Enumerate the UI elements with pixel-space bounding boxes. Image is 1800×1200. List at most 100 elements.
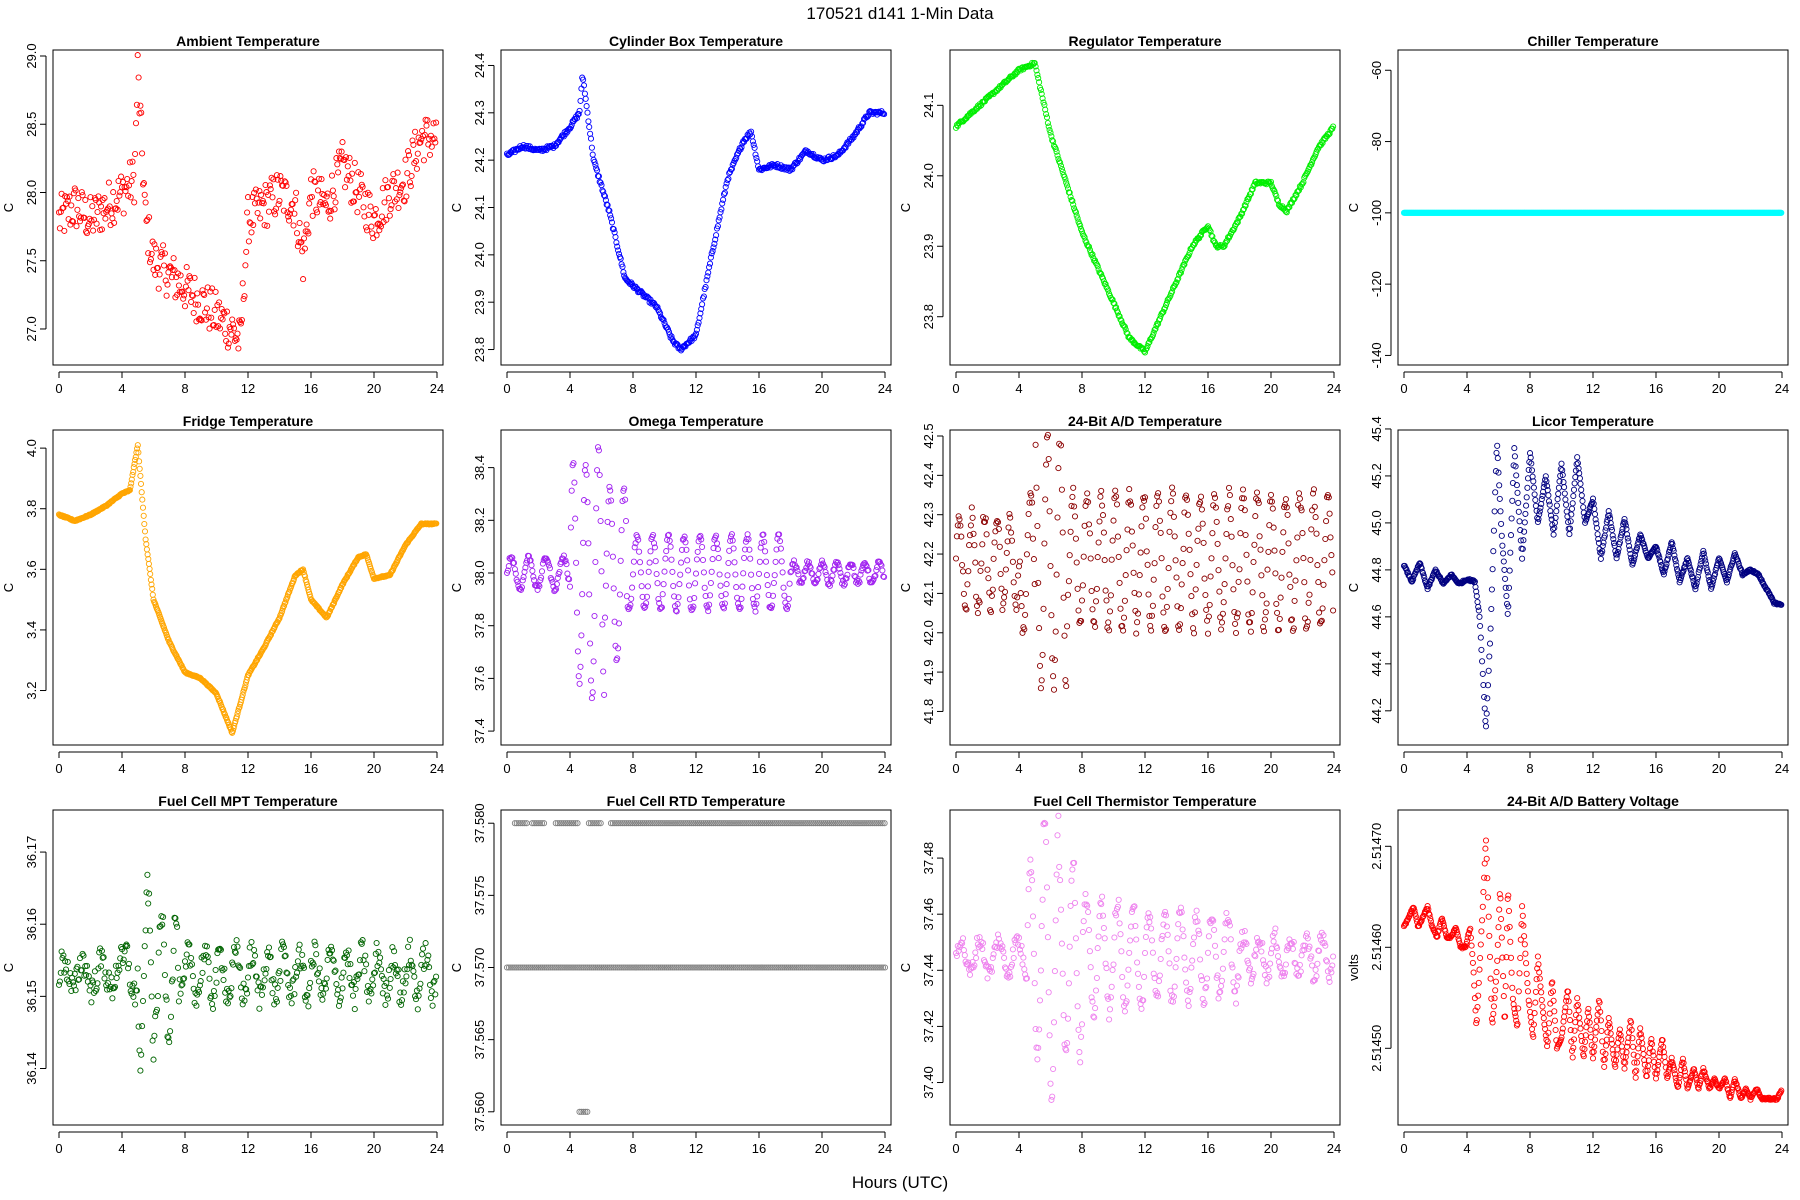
data-point <box>736 605 743 613</box>
data-point <box>128 480 135 487</box>
data-point <box>760 531 767 538</box>
data-point <box>869 820 876 827</box>
data-point <box>1589 499 1596 506</box>
data-point <box>552 587 559 594</box>
data-point <box>279 608 286 615</box>
x-tick-label: 0 <box>55 381 62 396</box>
data-point <box>1006 510 1013 518</box>
data-point <box>1496 495 1503 502</box>
data-point <box>300 235 308 242</box>
data-point <box>858 964 865 971</box>
data-point <box>620 269 627 276</box>
data-point <box>419 945 427 952</box>
data-point <box>1670 547 1677 554</box>
data-point <box>407 183 414 190</box>
data-point <box>850 964 857 971</box>
data-point <box>1174 603 1181 610</box>
data-point <box>504 567 511 574</box>
data-point <box>1568 511 1575 518</box>
data-point <box>1524 484 1531 491</box>
data-point <box>313 206 320 213</box>
x-tick-label: 0 <box>1400 761 1407 776</box>
data-point <box>587 677 595 684</box>
data-point <box>530 573 537 580</box>
data-point <box>331 206 338 213</box>
data-point <box>1542 473 1549 480</box>
data-point <box>1474 598 1481 606</box>
data-point <box>664 820 672 827</box>
data-point <box>1158 310 1165 317</box>
data-point <box>583 471 590 478</box>
data-point <box>325 208 332 215</box>
data-point <box>252 658 259 665</box>
data-point <box>1303 623 1310 630</box>
data-point <box>619 820 626 827</box>
data-point <box>1062 176 1069 183</box>
data-point <box>1144 342 1151 350</box>
data-point <box>1070 484 1077 491</box>
data-point <box>213 979 220 986</box>
data-point <box>418 136 425 143</box>
data-point <box>732 571 739 578</box>
data-point <box>1102 587 1109 594</box>
data-point <box>101 195 108 202</box>
data-point <box>859 820 867 827</box>
x-tick-label: 8 <box>181 761 188 776</box>
data-point <box>1141 494 1149 501</box>
data-point <box>188 298 195 305</box>
data-point <box>1481 705 1488 712</box>
data-point <box>575 673 582 680</box>
data-point <box>1664 555 1671 562</box>
data-point <box>431 135 438 142</box>
data-point <box>570 820 577 827</box>
data-point <box>786 580 793 587</box>
data-point <box>566 964 574 971</box>
data-point <box>667 964 674 971</box>
data-point <box>1087 555 1094 562</box>
data-point <box>876 964 883 971</box>
data-point <box>588 964 595 971</box>
data-point <box>1113 501 1121 508</box>
data-point <box>371 211 378 219</box>
data-point <box>142 199 149 206</box>
data-point <box>1235 215 1242 222</box>
data-point <box>612 964 619 971</box>
data-point <box>154 264 161 271</box>
data-point <box>718 206 725 213</box>
data-point <box>1064 591 1072 598</box>
data-point <box>707 254 714 261</box>
data-point <box>1085 498 1092 506</box>
data-point <box>1160 609 1167 616</box>
data-point <box>811 964 818 971</box>
data-point <box>1299 180 1306 187</box>
data-point <box>1637 532 1644 539</box>
data-point <box>368 569 376 576</box>
data-point <box>170 255 177 262</box>
data-point <box>607 487 614 494</box>
data-point <box>672 607 679 614</box>
data-point <box>1700 547 1707 554</box>
data-point <box>1481 693 1488 701</box>
data-point <box>712 964 719 971</box>
data-point <box>1494 442 1501 449</box>
data-point <box>137 480 145 487</box>
data-point <box>765 964 772 971</box>
data-point <box>848 964 855 971</box>
data-point <box>625 820 632 827</box>
data-point <box>1066 189 1073 196</box>
data-point <box>344 163 351 170</box>
data-point <box>1578 486 1585 493</box>
data-point <box>758 539 765 546</box>
data-point <box>219 967 226 974</box>
data-point <box>1206 601 1213 608</box>
data-point <box>1563 501 1570 508</box>
data-point <box>1090 618 1097 625</box>
data-point <box>432 991 439 998</box>
data-point <box>1479 658 1486 665</box>
data-point <box>985 575 992 582</box>
data-point <box>1214 540 1221 547</box>
data-point <box>1018 603 1025 610</box>
data-point <box>1052 628 1059 635</box>
data-point <box>1504 610 1511 617</box>
